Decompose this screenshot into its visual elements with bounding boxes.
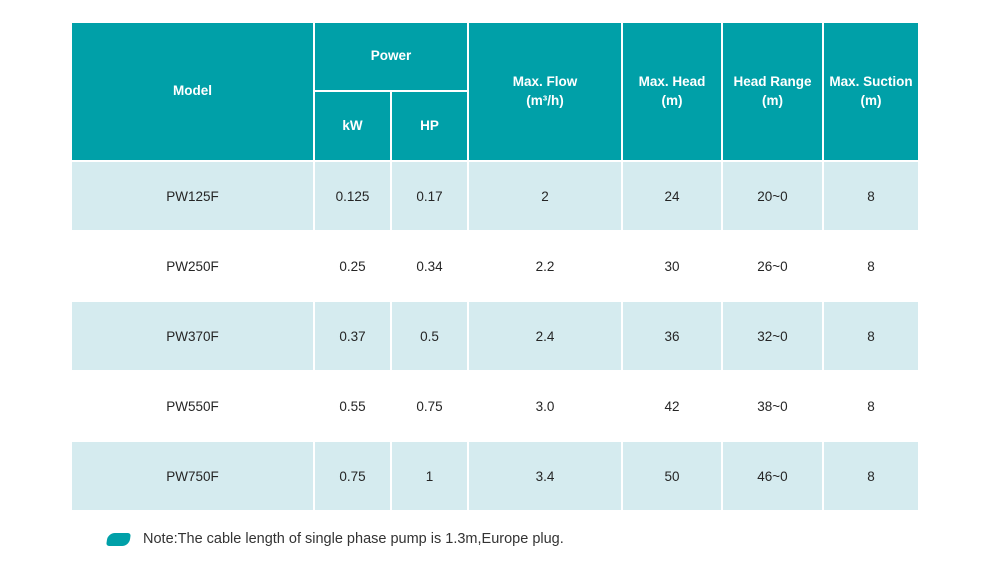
col-header-max-flow: Max. Flow (m³/h) (469, 23, 621, 160)
table-row: PW550F 0.55 0.75 3.0 42 38~0 8 (72, 372, 918, 440)
col-header-max-flow-label: Max. Flow (512, 73, 578, 89)
note-text: Note:The cable length of single phase pu… (143, 531, 564, 547)
table-body: PW125F 0.125 0.17 2 24 20~0 8 PW250F 0.25 0.34 2.2… (72, 162, 918, 510)
cell-max-suction: 8 (824, 442, 918, 510)
cell-hp: 0.34 (392, 232, 467, 300)
pump-spec-table: Model Power Max. Flow (m³/h) Max. Head (… (70, 21, 920, 512)
cell-max-head: 42 (623, 372, 721, 440)
table-row: PW370F 0.37 0.5 2.4 36 32~0 8 (72, 302, 918, 370)
cell-model: PW125F (72, 162, 313, 230)
cell-max-flow: 2.4 (469, 302, 621, 370)
cell-model: PW250F (72, 232, 313, 300)
col-header-max-suction-label: Max. Suction (829, 73, 913, 89)
cell-model: PW370F (72, 302, 313, 370)
cell-model: PW750F (72, 442, 313, 510)
cell-kw: 0.37 (315, 302, 390, 370)
cell-max-suction: 8 (824, 372, 918, 440)
cell-hp: 0.17 (392, 162, 467, 230)
cell-hp: 0.5 (392, 302, 467, 370)
cell-max-suction: 8 (824, 302, 918, 370)
table-row: PW750F 0.75 1 3.4 50 46~0 8 (72, 442, 918, 510)
cell-max-head: 24 (623, 162, 721, 230)
note: Note:The cable length of single phase pu… (106, 531, 564, 547)
cell-head-range: 20~0 (723, 162, 822, 230)
col-header-max-head-unit: (m) (661, 92, 683, 108)
cell-hp: 0.75 (392, 372, 467, 440)
cell-kw: 0.75 (315, 442, 390, 510)
cell-max-flow: 3.0 (469, 372, 621, 440)
cell-hp: 1 (392, 442, 467, 510)
note-marker-icon (106, 532, 131, 546)
col-header-kw: kW (315, 92, 390, 160)
col-header-max-head: Max. Head (m) (623, 23, 721, 160)
cell-head-range: 32~0 (723, 302, 822, 370)
col-header-head-range: Head Range (m) (723, 23, 822, 160)
cell-max-flow: 3.4 (469, 442, 621, 510)
col-header-max-suction-unit: (m) (860, 92, 882, 108)
cell-max-suction: 8 (824, 162, 918, 230)
col-header-max-flow-unit: (m³/h) (526, 92, 564, 108)
col-header-power: Power (315, 23, 467, 90)
cell-head-range: 38~0 (723, 372, 822, 440)
cell-max-flow: 2 (469, 162, 621, 230)
col-header-model: Model (72, 23, 313, 160)
col-header-hp: HP (392, 92, 467, 160)
table-row: PW125F 0.125 0.17 2 24 20~0 8 (72, 162, 918, 230)
table-header: Model Power Max. Flow (m³/h) Max. Head (… (72, 23, 918, 160)
cell-head-range: 46~0 (723, 442, 822, 510)
col-header-max-suction: Max. Suction (m) (824, 23, 918, 160)
cell-max-head: 30 (623, 232, 721, 300)
cell-head-range: 26~0 (723, 232, 822, 300)
col-header-head-range-label: Head Range (733, 73, 812, 89)
cell-max-suction: 8 (824, 232, 918, 300)
cell-max-flow: 2.2 (469, 232, 621, 300)
cell-model: PW550F (72, 372, 313, 440)
col-header-max-head-label: Max. Head (638, 73, 706, 89)
cell-max-head: 50 (623, 442, 721, 510)
col-header-head-range-unit: (m) (762, 92, 783, 108)
cell-kw: 0.55 (315, 372, 390, 440)
table-row: PW250F 0.25 0.34 2.2 30 26~0 8 (72, 232, 918, 300)
cell-max-head: 36 (623, 302, 721, 370)
cell-kw: 0.25 (315, 232, 390, 300)
cell-kw: 0.125 (315, 162, 390, 230)
